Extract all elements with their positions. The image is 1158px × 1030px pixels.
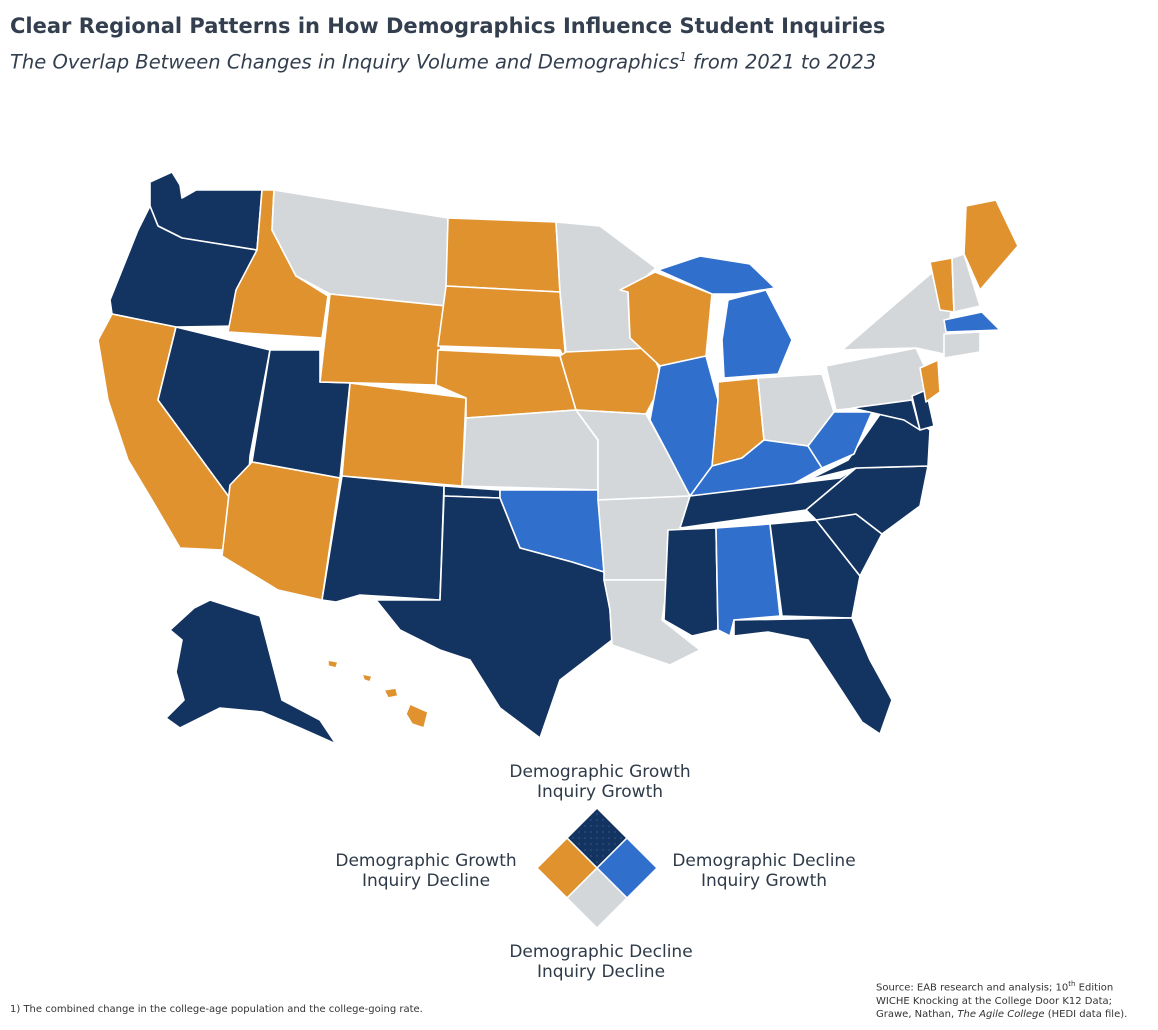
state-nh: [951, 253, 981, 313]
subtitle-suffix: from 2021 to 2023: [686, 50, 877, 74]
state-fl: [733, 617, 893, 735]
source-line-3-italic: The Agile College: [957, 1009, 1045, 1021]
source-note: Source: EAB research and analysis; 10th …: [876, 978, 1127, 1022]
legend-swatch-decline-decline: [565, 866, 629, 930]
state-hi-small-3: [383, 687, 399, 699]
source-line-1a: Source: EAB research and analysis; 10: [876, 982, 1069, 994]
state-ks: [461, 409, 599, 491]
state-de: [911, 389, 935, 431]
subtitle-text: The Overlap Between Changes in Inquiry V…: [10, 50, 680, 74]
legend-right-line1: Demographic Decline: [672, 851, 856, 871]
legend-label-top: Demographic Growth Inquiry Growth: [500, 762, 700, 802]
page-subtitle: The Overlap Between Changes in Inquiry V…: [10, 50, 876, 74]
legend-label-left: Demographic Growth Inquiry Decline: [320, 851, 532, 891]
state-wy: [319, 293, 447, 386]
source-line-3: Grawe, Nathan, The Agile College (HEDI d…: [876, 1008, 1127, 1022]
state-hi-small-1: [327, 659, 339, 669]
legend-right-line2: Inquiry Growth: [700, 871, 828, 891]
state-ms: [663, 527, 719, 637]
state-ma: [943, 311, 1001, 333]
state-nd: [445, 217, 561, 293]
state-az: [221, 461, 341, 601]
state-ia: [559, 347, 665, 415]
state-wv: [807, 411, 873, 469]
page-title: Clear Regional Patterns in How Demograph…: [10, 14, 886, 38]
source-line-2: WICHE Knocking at the College Door K12 D…: [876, 995, 1113, 1007]
legend-left-line2: Inquiry Decline: [361, 871, 491, 891]
state-nj: [919, 359, 941, 403]
legend-top-line2: Inquiry Growth: [536, 782, 664, 802]
legend-label-right: Demographic Decline Inquiry Growth: [664, 851, 864, 891]
legend-top-line1: Demographic Growth: [509, 762, 691, 782]
state-mi-up: [657, 255, 776, 295]
state-ct: [943, 331, 981, 359]
state-me: [963, 199, 1019, 291]
state-ga: [769, 519, 861, 619]
state-ak: [165, 599, 337, 745]
source-line-3b: (HEDI data file).: [1044, 1009, 1128, 1021]
state-tx: [375, 495, 613, 739]
state-mi: [721, 289, 793, 379]
state-nm: [321, 475, 445, 603]
legend-bottom-line1: Demographic Decline: [509, 942, 693, 962]
source-line-1: Source: EAB research and analysis; 10th …: [876, 978, 1127, 995]
legend-swatch-texture: [572, 813, 622, 863]
legend-label-bottom: Demographic Decline Inquiry Decline: [496, 942, 706, 982]
source-line-1-sup: th: [1068, 980, 1076, 988]
state-hi-small-2: [361, 673, 373, 683]
footnote: 1) The combined change in the college-ag…: [10, 1004, 423, 1015]
state-va: [807, 399, 931, 481]
legend-left-line1: Demographic Growth: [335, 851, 517, 871]
state-hi-big: [405, 703, 429, 729]
state-co: [341, 382, 467, 487]
source-line-3a: Grawe, Nathan,: [876, 1009, 958, 1021]
source-line-1b: Edition: [1075, 982, 1114, 994]
subtitle-footnote-mark: 1: [679, 50, 687, 64]
legend-bottom-line2: Inquiry Decline: [536, 962, 666, 982]
